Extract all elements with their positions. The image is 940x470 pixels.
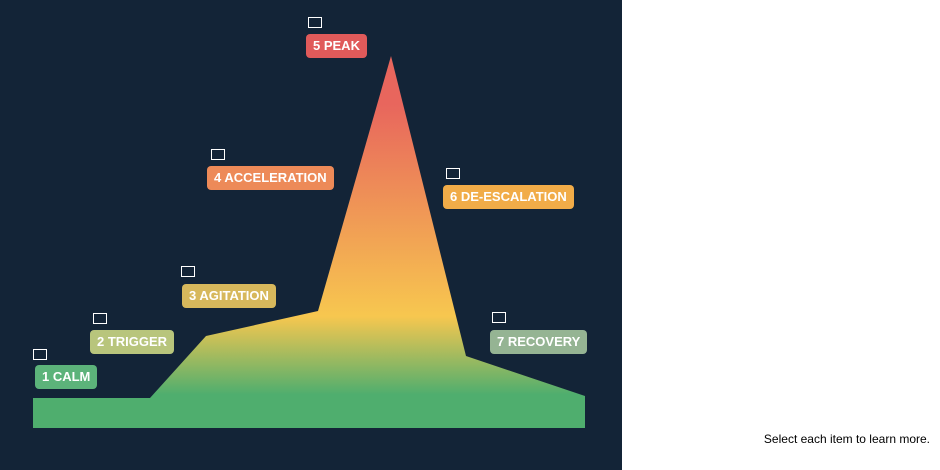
stage-checkbox-trigger[interactable] [93, 313, 107, 324]
stage-checkbox-calm[interactable] [33, 349, 47, 360]
instruction-text: Select each item to learn more. [763, 432, 930, 446]
stage-checkbox-recovery[interactable] [492, 312, 506, 323]
stage-label-trigger[interactable]: 2 TRIGGER [90, 330, 175, 354]
stage-label-recovery[interactable]: 7 RECOVERY [490, 330, 588, 354]
escalation-area [33, 56, 585, 428]
stage-label-agitation[interactable]: 3 AGITATION [182, 284, 276, 308]
stage-label-de-escalation[interactable]: 6 DE-ESCALATION [443, 185, 574, 209]
stage-checkbox-peak[interactable] [308, 17, 322, 28]
stage-label-acceleration[interactable]: 4 ACCELERATION [207, 166, 334, 190]
stage-checkbox-agitation[interactable] [181, 266, 195, 277]
escalation-cycle-panel: 1 CALM 2 TRIGGER 3 AGITATION 4 ACCELERAT… [0, 0, 622, 470]
stage-checkbox-acceleration[interactable] [211, 149, 225, 160]
stage-label-calm[interactable]: 1 CALM [35, 365, 98, 389]
stage-checkbox-de-escalation[interactable] [446, 168, 460, 179]
stage-label-peak[interactable]: 5 PEAK [306, 34, 367, 58]
escalation-curve [33, 56, 585, 428]
